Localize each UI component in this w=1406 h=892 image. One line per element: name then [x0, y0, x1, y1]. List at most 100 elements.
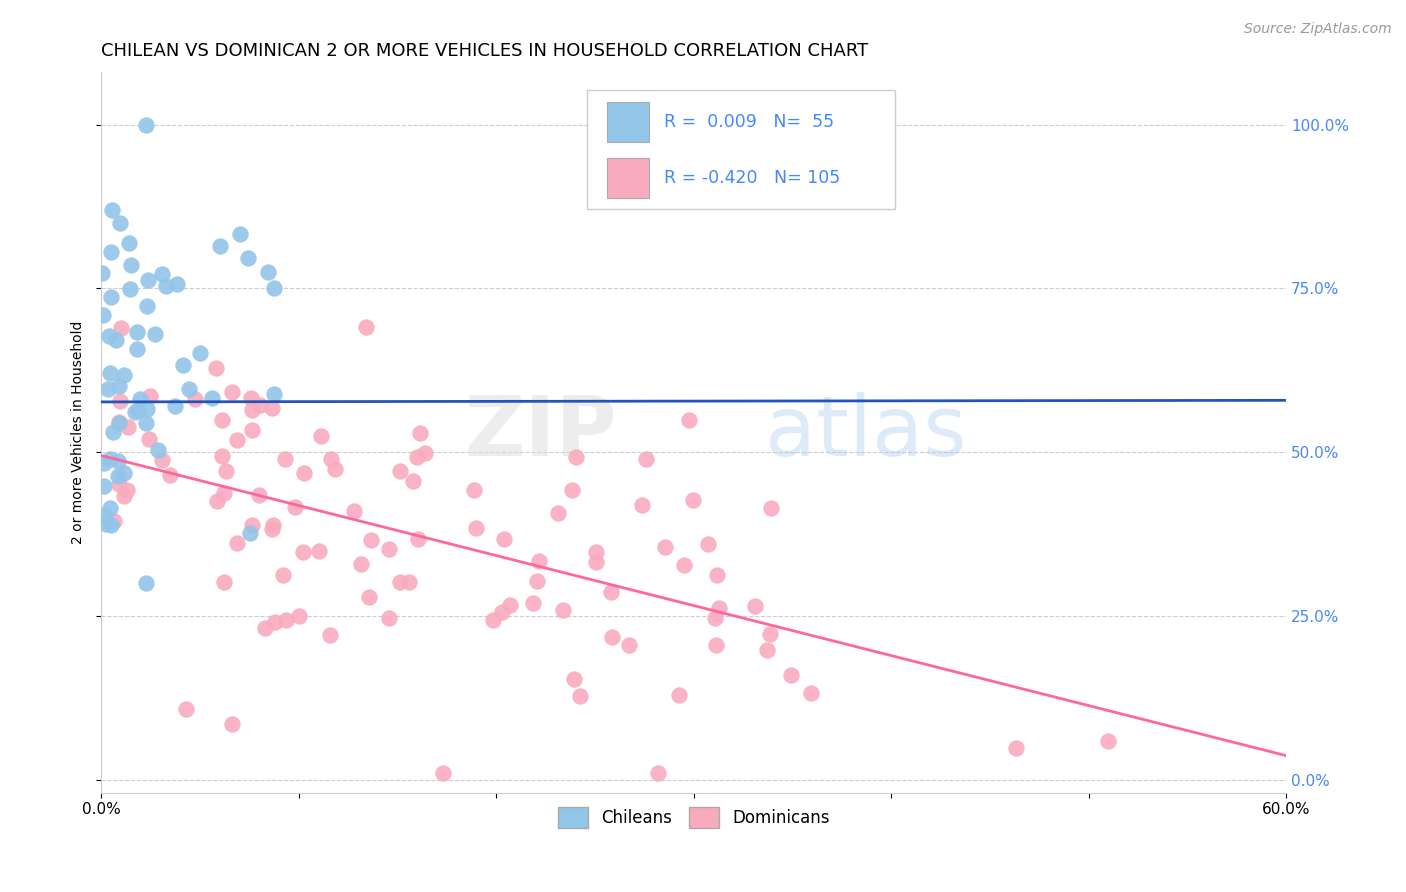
Point	[263, 281, 285, 295]
Point	[112, 489, 135, 503]
FancyBboxPatch shape	[607, 103, 648, 142]
Point	[97, 329, 120, 343]
Point	[236, 251, 259, 265]
Point	[112, 368, 135, 382]
Point	[98, 452, 121, 467]
Point	[630, 498, 652, 512]
FancyBboxPatch shape	[607, 158, 648, 197]
Point	[138, 432, 160, 446]
Point	[522, 596, 544, 610]
Point	[744, 599, 766, 613]
Point	[494, 532, 516, 546]
Point	[564, 450, 586, 464]
Point	[406, 450, 429, 464]
Point	[378, 611, 401, 625]
Point	[215, 463, 238, 477]
Point	[634, 452, 657, 467]
Point	[135, 576, 157, 591]
Point	[672, 558, 695, 572]
Point	[696, 537, 718, 551]
Point	[115, 483, 138, 498]
Point	[211, 450, 233, 464]
Point	[91, 266, 114, 280]
Point	[529, 554, 551, 568]
Point	[226, 536, 249, 550]
Point	[359, 591, 381, 605]
Point	[263, 387, 285, 401]
Point	[682, 493, 704, 508]
Point	[127, 403, 149, 417]
Point	[759, 626, 782, 640]
Point	[226, 433, 249, 447]
Point	[136, 272, 159, 286]
Text: R = -0.420   N= 105: R = -0.420 N= 105	[664, 169, 841, 186]
FancyBboxPatch shape	[586, 90, 896, 210]
Point	[389, 464, 412, 478]
Point	[409, 425, 432, 440]
Point	[800, 686, 823, 700]
Point	[569, 690, 592, 704]
Point	[143, 327, 166, 342]
Point	[108, 476, 131, 491]
Point	[155, 279, 177, 293]
Point	[360, 533, 382, 547]
Point	[463, 483, 485, 498]
Point	[100, 289, 122, 303]
Point	[93, 478, 115, 492]
Point	[93, 508, 115, 523]
Point	[678, 413, 700, 427]
Point	[617, 638, 640, 652]
Point	[228, 227, 250, 241]
Point	[212, 486, 235, 500]
Point	[759, 501, 782, 516]
Point	[343, 504, 366, 518]
Point	[136, 401, 159, 416]
Point	[1005, 740, 1028, 755]
Point	[756, 643, 779, 657]
Point	[547, 506, 569, 520]
Point	[323, 461, 346, 475]
Point	[274, 452, 297, 467]
Point	[274, 613, 297, 627]
Point	[146, 442, 169, 457]
Point	[600, 584, 623, 599]
Point	[499, 598, 522, 612]
Point	[150, 267, 173, 281]
Point	[378, 541, 401, 556]
Y-axis label: 2 or more Vehicles in Household: 2 or more Vehicles in Household	[72, 321, 86, 544]
Point	[118, 282, 141, 296]
Legend: Chileans, Dominicans: Chileans, Dominicans	[551, 800, 837, 835]
Point	[93, 457, 115, 471]
Point	[118, 236, 141, 251]
Point	[262, 517, 284, 532]
Point	[309, 429, 332, 443]
Point	[134, 118, 156, 132]
Point	[271, 568, 294, 582]
Point	[212, 575, 235, 590]
Point	[104, 333, 127, 347]
Point	[432, 766, 454, 780]
Point	[256, 265, 278, 279]
Point	[179, 382, 201, 396]
Point	[166, 277, 188, 291]
Point	[706, 567, 728, 582]
Point	[654, 541, 676, 555]
Point	[288, 609, 311, 624]
Point	[779, 667, 801, 681]
Point	[247, 488, 270, 502]
Text: atlas: atlas	[765, 392, 966, 473]
Point	[600, 630, 623, 644]
Point	[561, 483, 583, 497]
Point	[98, 501, 121, 516]
Point	[207, 494, 229, 508]
Point	[110, 321, 132, 335]
Point	[647, 766, 669, 780]
Point	[100, 518, 122, 533]
Point	[668, 688, 690, 702]
Point	[163, 399, 186, 413]
Point	[354, 319, 377, 334]
Point	[264, 615, 287, 629]
Point	[127, 342, 149, 356]
Point	[101, 203, 124, 218]
Point	[204, 361, 226, 376]
